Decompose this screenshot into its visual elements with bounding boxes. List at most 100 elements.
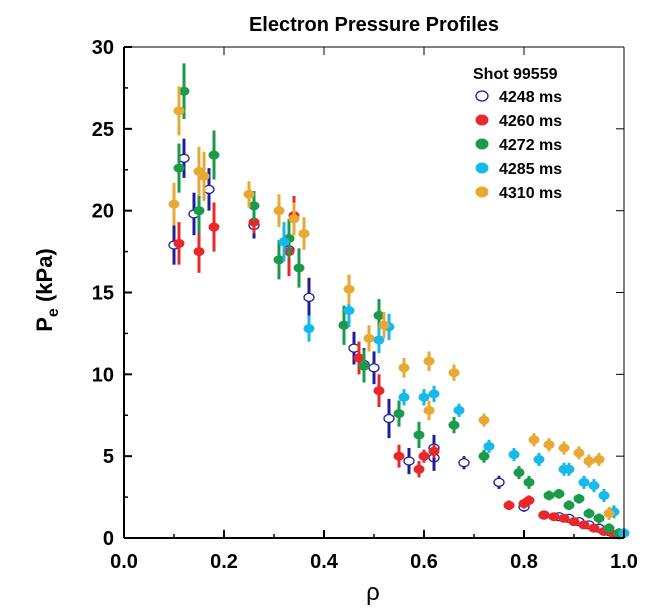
legend-marker	[475, 138, 489, 150]
data-point	[413, 464, 425, 474]
data-point	[428, 446, 440, 456]
data-point	[373, 310, 385, 320]
svg-text:Pe (kPa): Pe (kPa)	[32, 248, 62, 332]
y-tick-label: 15	[92, 283, 114, 305]
data-point	[493, 477, 505, 488]
data-point	[588, 481, 600, 491]
data-point	[593, 454, 605, 464]
legend-item: 4260 ms	[475, 113, 562, 130]
data-point	[448, 420, 460, 430]
y-tick-label: 25	[92, 119, 114, 141]
x-tick-label: 1.0	[610, 551, 638, 573]
data-point	[548, 512, 560, 522]
data-point	[563, 464, 575, 474]
y-tick-label: 5	[103, 446, 114, 468]
y-tick-label: 10	[92, 364, 114, 386]
data-point	[578, 520, 590, 530]
legend-label: 4310 ms	[499, 185, 562, 202]
data-point	[363, 333, 375, 343]
data-point	[553, 489, 565, 499]
legend-marker	[475, 186, 489, 198]
data-point	[423, 356, 435, 366]
data-point	[393, 409, 405, 419]
data-point	[528, 435, 540, 445]
data-point	[373, 386, 385, 396]
data-point	[168, 199, 180, 209]
data-point	[198, 171, 210, 181]
data-point	[558, 443, 570, 453]
data-point	[538, 510, 550, 520]
data-point	[248, 217, 260, 227]
data-point	[583, 456, 595, 466]
legend-label: 4285 ms	[499, 161, 562, 178]
data-point	[523, 477, 535, 487]
data-point	[393, 451, 405, 461]
data-point	[358, 361, 370, 371]
data-point	[383, 413, 395, 424]
data-point	[573, 448, 585, 458]
data-point	[478, 451, 490, 461]
legend-item: 4310 ms	[475, 185, 562, 202]
data-point	[558, 513, 570, 523]
data-point	[243, 189, 255, 199]
legend-label: 4248 ms	[499, 89, 562, 106]
data-point	[173, 106, 185, 116]
data-point	[568, 517, 580, 527]
legend-item: 4285 ms	[475, 161, 562, 178]
data-point	[273, 206, 285, 216]
data-point	[173, 238, 185, 248]
plot-area	[168, 63, 630, 540]
data-point	[573, 494, 585, 504]
data-point	[343, 284, 355, 294]
data-point	[178, 86, 190, 96]
data-point	[603, 523, 615, 533]
data-point	[248, 201, 260, 211]
axes: 0 5 10 15 20 25 30 0.0 0.2 0.4 0.6 0.8 1.0	[92, 37, 638, 573]
data-point	[278, 237, 290, 247]
data-point	[598, 490, 610, 500]
data-point	[338, 320, 350, 330]
data-point	[293, 263, 305, 273]
data-point	[448, 368, 460, 378]
data-point	[398, 392, 410, 402]
x-axis-label: ρ	[366, 579, 380, 606]
data-point	[478, 415, 490, 425]
data-point	[588, 523, 600, 533]
legend-marker	[475, 114, 489, 126]
data-point	[173, 163, 185, 173]
y-tick-label: 20	[92, 201, 114, 223]
data-point	[208, 150, 220, 160]
legend-item: 4248 ms	[475, 89, 562, 106]
legend-marker	[475, 162, 489, 174]
data-point	[578, 477, 590, 487]
series-4310-ms	[168, 86, 615, 520]
y-tick-label: 0	[103, 528, 114, 550]
x-tick-label: 0.6	[410, 551, 438, 573]
legend-marker	[475, 90, 489, 102]
y-axis-label-sub: e	[45, 308, 62, 317]
data-point	[288, 214, 300, 224]
data-point	[543, 490, 555, 500]
data-point	[373, 335, 385, 345]
data-point	[418, 451, 430, 461]
legend-label: 4272 ms	[499, 137, 562, 154]
legend: Shot 99559 4248 ms 4260 ms 4272 ms 4285 ms 4…	[473, 66, 562, 202]
data-point	[273, 255, 285, 265]
data-point	[603, 508, 615, 518]
data-point	[453, 405, 465, 415]
chart-title: Electron Pressure Profiles	[249, 14, 499, 36]
legend-item: 4272 ms	[475, 137, 562, 154]
data-point	[513, 468, 525, 478]
data-point	[423, 405, 435, 415]
data-point	[303, 292, 315, 303]
data-point	[413, 430, 425, 440]
x-tick-label: 0.4	[310, 551, 339, 573]
x-tick-label: 0.0	[110, 551, 138, 573]
data-point	[458, 458, 470, 468]
legend-label: 4260 ms	[499, 113, 562, 130]
data-point	[193, 206, 205, 216]
data-point	[533, 454, 545, 464]
data-point	[403, 456, 415, 466]
